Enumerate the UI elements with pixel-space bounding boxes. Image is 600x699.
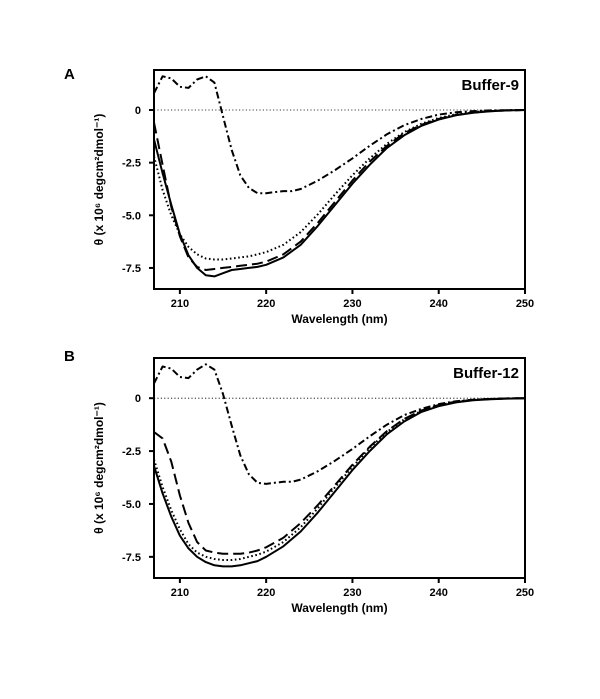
series-line-solid [154, 397, 525, 568]
x-axis-title: Wavelength (nm) [291, 601, 387, 615]
y-tick-label: -2.5 [122, 158, 141, 170]
panel-a: 210 220 230 240 250 0 -2.5 -5.0 -7.5 A Buffer-9 Wav… [64, 66, 534, 326]
panel-b: 210 220 230 240 250 0 -2.5 -5.0 -7.5 B Buffer-12 Wa… [64, 348, 534, 615]
y-tick-label: 0 [135, 105, 141, 117]
x-tick-label: 230 [343, 298, 361, 310]
plot-frame [153, 69, 526, 290]
y-tick-label: -2.5 [122, 446, 141, 458]
y-tick-label: -5.0 [122, 499, 141, 511]
y-tick-label: -5.0 [122, 210, 141, 222]
y-axis-title: θ (x 10⁶ degcm²dmol⁻¹) [92, 402, 106, 534]
x-tick-label: 240 [430, 587, 448, 599]
x-tick-label: 250 [516, 587, 534, 599]
panel-letter: A [64, 66, 75, 83]
y-tick-label: -7.5 [122, 552, 141, 564]
series-line-dashed [154, 397, 525, 555]
series-line-dash-dot [154, 363, 525, 485]
x-axis-title: Wavelength (nm) [291, 312, 387, 326]
y-axis-title: θ (x 10⁶ degcm²dmol⁻¹) [92, 114, 106, 246]
plot-frame [153, 357, 526, 579]
x-tick-label: 210 [171, 298, 189, 310]
panel-title: Buffer-12 [453, 365, 519, 382]
x-tick-label: 210 [171, 587, 189, 599]
x-tick-label: 250 [516, 298, 534, 310]
x-tick-label: 230 [343, 587, 361, 599]
x-tick-label: 220 [257, 587, 275, 599]
series-line-dash-dot [154, 75, 525, 195]
panel-title: Buffer-9 [461, 77, 519, 94]
series-group [154, 75, 525, 278]
panel-letter: B [64, 348, 75, 365]
series-line-solid [154, 109, 525, 278]
series-line-dotted [154, 109, 525, 261]
series-group [154, 363, 525, 568]
x-tick-label: 240 [430, 298, 448, 310]
y-tick-label: -7.5 [122, 263, 141, 275]
x-tick-label: 220 [257, 298, 275, 310]
y-tick-label: 0 [135, 393, 141, 405]
